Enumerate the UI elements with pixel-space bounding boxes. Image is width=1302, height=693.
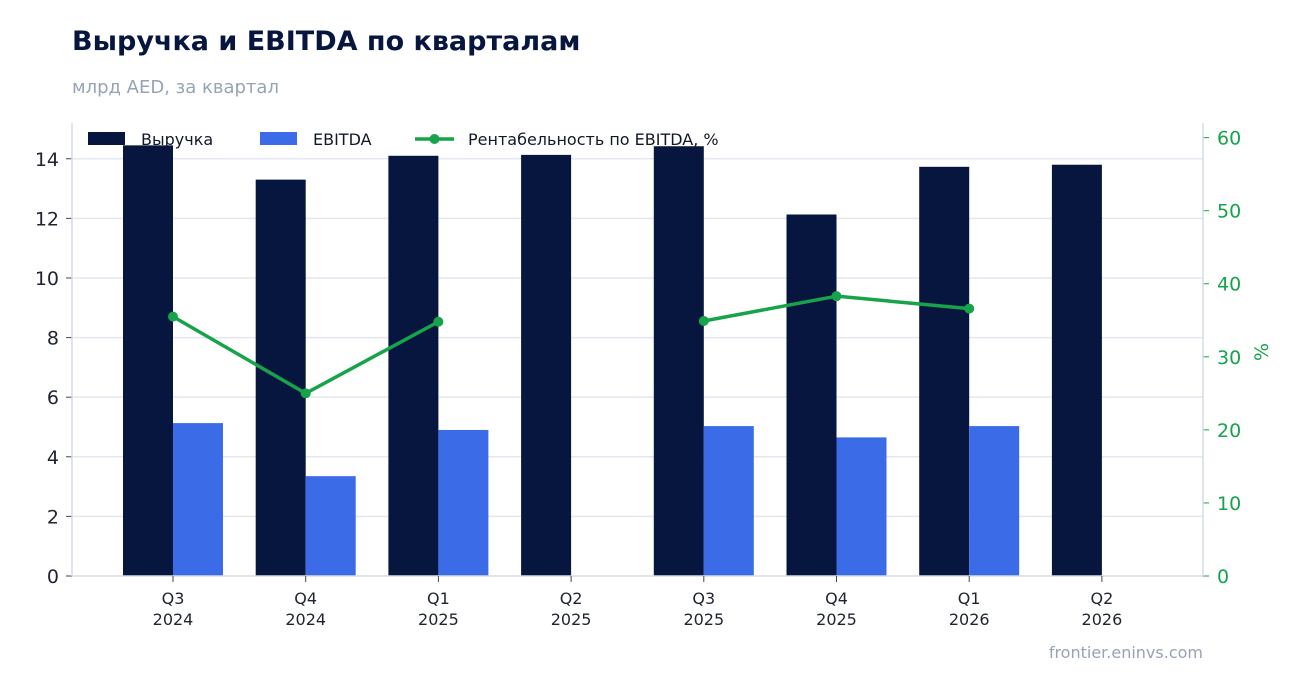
legend-label-ebitda: EBITDA <box>313 130 372 149</box>
y-tick-label: 0 <box>47 566 59 588</box>
x-tick-label-quarter: Q1 <box>427 589 450 608</box>
y2-tick-label: 30 <box>1217 347 1241 369</box>
revenue-bar <box>1051 164 1102 576</box>
margin-point <box>300 388 311 399</box>
x-tick-label-quarter: Q4 <box>825 589 848 608</box>
revenue-bar <box>123 145 173 576</box>
x-tick-label-year: 2025 <box>816 610 857 629</box>
margin-point <box>964 303 975 314</box>
revenue-bar <box>653 146 704 577</box>
revenue-bar <box>919 166 970 576</box>
revenue-bar <box>388 155 439 576</box>
margin-point <box>698 316 709 327</box>
y2-tick-label: 0 <box>1217 566 1229 588</box>
y2-tick-label: 40 <box>1217 274 1241 296</box>
ebitda-bar <box>438 429 489 576</box>
legend-label-margin: Рентабельность по EBITDA, % <box>468 130 719 149</box>
x-tick-label-quarter: Q3 <box>162 589 185 608</box>
ebitda-bar <box>969 426 1020 576</box>
x-tick-label-quarter: Q1 <box>958 589 981 608</box>
y-tick-label: 14 <box>35 149 59 171</box>
x-tick-label-year: 2025 <box>551 610 592 629</box>
axes-group: 0 2 4 6 8 10 12 14 0 10 20 30 40 50 60% Q3 2024 Q4 2024 Q1 2… <box>35 123 1273 629</box>
ebitda-bar <box>703 426 754 576</box>
y-tick-label: 6 <box>47 387 59 409</box>
y2-tick-label: 60 <box>1217 128 1241 150</box>
y-tick-label: 12 <box>35 208 59 230</box>
legend-swatch-ebitda <box>260 132 297 145</box>
y2-tick-label: 50 <box>1217 201 1241 223</box>
chart-title: Выручка и EBITDA по кварталам <box>72 26 581 57</box>
revenue-bar <box>521 154 572 577</box>
chart-subtitle: млрд AED, за квартал <box>72 77 279 98</box>
margin-point <box>433 316 444 327</box>
revenue-bar <box>786 214 837 576</box>
margin-point <box>831 291 842 302</box>
ebitda-bar <box>305 476 356 576</box>
x-tick-label-quarter: Q3 <box>692 589 715 608</box>
y2-tick-label: 20 <box>1217 420 1241 442</box>
margin-line-group <box>168 291 975 399</box>
y-tick-label: 10 <box>35 268 59 290</box>
legend-label-revenue: Выручка <box>141 130 213 149</box>
x-tick-label-quarter: Q2 <box>1091 589 1114 608</box>
source-credit: frontier.eninvs.com <box>1048 643 1203 662</box>
x-tick-label-year: 2024 <box>285 610 326 629</box>
ebitda-bar <box>836 437 887 576</box>
x-tick-label-year: 2024 <box>153 610 194 629</box>
y-tick-label: 2 <box>47 506 59 528</box>
x-tick-label-year: 2025 <box>683 610 724 629</box>
legend: Выручка EBITDA Рентабельность по EBITDA, % <box>88 130 719 149</box>
x-tick-label-quarter: Q4 <box>294 589 317 608</box>
legend-swatch-revenue <box>88 132 125 145</box>
x-tick-label-year: 2026 <box>949 610 990 629</box>
legend-marker-margin <box>429 134 440 144</box>
ebitda-bar <box>173 423 223 576</box>
x-tick-label-year: 2026 <box>1082 610 1123 629</box>
y2-axis-label: % <box>1251 343 1273 361</box>
x-tick-label-year: 2025 <box>418 610 459 629</box>
grid-lines <box>72 158 1203 518</box>
y-tick-label: 8 <box>47 328 59 350</box>
y-tick-label: 4 <box>47 447 59 469</box>
bars-group <box>123 145 1102 577</box>
margin-point <box>168 311 178 322</box>
x-tick-label-quarter: Q2 <box>560 589 583 608</box>
y2-tick-label: 10 <box>1217 493 1241 515</box>
